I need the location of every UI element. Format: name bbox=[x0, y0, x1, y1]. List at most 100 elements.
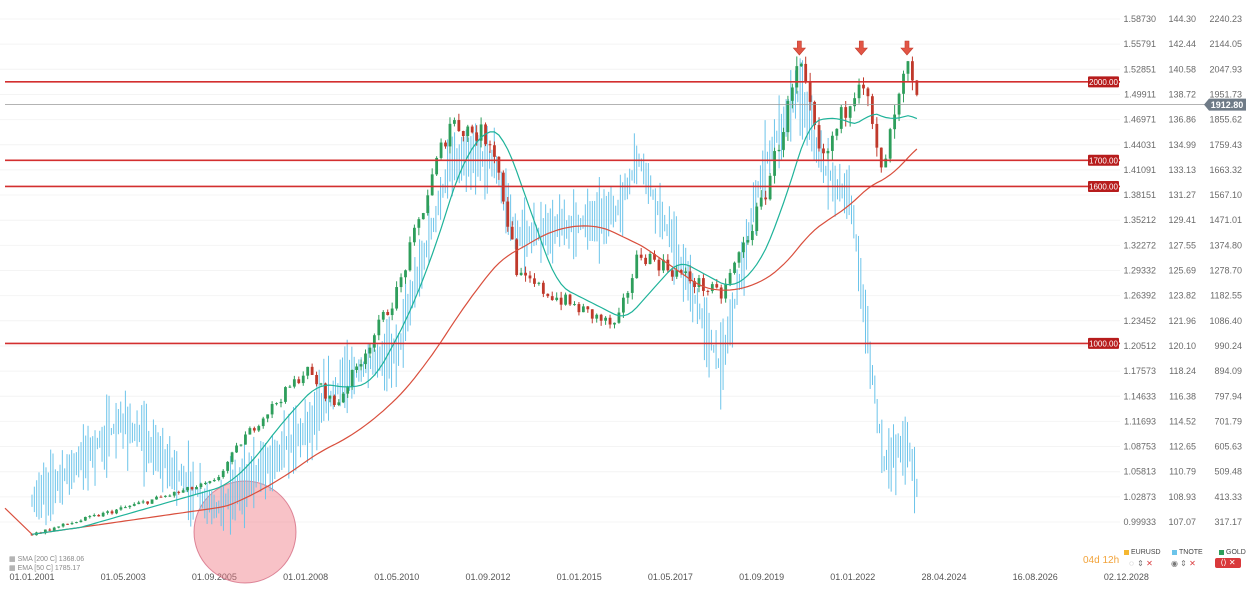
eurusd-remove-icon[interactable]: ✕ bbox=[1146, 559, 1153, 568]
gold-candle-body bbox=[888, 129, 892, 159]
gold-candle-body bbox=[146, 501, 150, 504]
gold-candle-body bbox=[608, 317, 612, 325]
gold-axis-tick: 1567.10 bbox=[1209, 190, 1242, 200]
gold-candle-body bbox=[150, 499, 154, 504]
gold-candle-body bbox=[613, 322, 616, 325]
gold-candle-body bbox=[390, 308, 394, 316]
gold-candle-body bbox=[879, 147, 883, 168]
gold-candle-body bbox=[132, 504, 136, 506]
gold-candle-body bbox=[493, 145, 496, 157]
gold-candle-body bbox=[568, 294, 572, 305]
tnote-axis-tick: 142.44 bbox=[1168, 39, 1196, 49]
sma-legend-icon: ▦ bbox=[9, 556, 18, 563]
gold-candle-body bbox=[70, 523, 74, 525]
gold-candle-body bbox=[270, 404, 274, 415]
gold-candle-body bbox=[190, 487, 194, 490]
gold-candle-body bbox=[292, 379, 296, 387]
eurusd-axis-tick: 1.26392 bbox=[1123, 291, 1156, 301]
gold-candle-body bbox=[759, 197, 763, 207]
tnote-axis-tick: 127.55 bbox=[1168, 240, 1196, 250]
gold-candle-body bbox=[328, 395, 332, 399]
eurusd-visibility-icon[interactable]: ◌ bbox=[1129, 559, 1134, 568]
gold-candle-body bbox=[221, 470, 225, 478]
tnote-axis-tick: 118.24 bbox=[1169, 366, 1196, 376]
gold-candle-body bbox=[128, 505, 132, 508]
x-axis-tick: 01.05.2017 bbox=[648, 572, 693, 582]
gold-candle-body bbox=[426, 195, 430, 214]
sma-line bbox=[4, 148, 918, 535]
level-tag bbox=[1088, 337, 1119, 349]
gold-candle-body bbox=[457, 120, 461, 132]
gold-candle-body bbox=[510, 226, 514, 240]
gold-candle-body bbox=[466, 126, 470, 137]
gold-candle-body bbox=[870, 96, 874, 124]
gold-candle-body bbox=[310, 366, 314, 375]
gold-remove-button[interactable]: ⟨⟩ ✕ bbox=[1215, 558, 1241, 568]
gold-candle-body bbox=[524, 272, 527, 276]
gold-axis-tick: 990.24 bbox=[1214, 341, 1242, 351]
gold-candle-body bbox=[372, 335, 376, 348]
x-axis-tick: 01.09.2019 bbox=[739, 572, 784, 582]
gold-close-icon: ⟨⟩ ✕ bbox=[1220, 558, 1236, 567]
gold-candle-body bbox=[359, 364, 363, 367]
gold-candle-body bbox=[461, 131, 465, 137]
gold-series bbox=[30, 56, 919, 536]
gold-candle-body bbox=[693, 281, 696, 288]
eurusd-reorder-icon[interactable]: ⇕ bbox=[1137, 559, 1144, 568]
gold-candle-body bbox=[626, 292, 630, 298]
gold-candle-body bbox=[404, 270, 407, 278]
gold-candle-body bbox=[839, 107, 843, 129]
legend-gold[interactable]: GOLD bbox=[1219, 549, 1246, 556]
ema-line bbox=[31, 113, 918, 535]
gold-candle-body bbox=[786, 100, 790, 133]
gold-candle-body bbox=[790, 87, 794, 101]
tnote-axis-tick: 138.72 bbox=[1168, 89, 1196, 99]
gold-candle-body bbox=[853, 98, 857, 107]
tnote-color-swatch bbox=[1172, 549, 1177, 555]
gold-axis-tick: 1471.01 bbox=[1209, 215, 1242, 225]
tnote-remove-icon[interactable]: ✕ bbox=[1189, 559, 1196, 568]
gold-candle-body bbox=[177, 491, 181, 493]
gold-candle-body bbox=[324, 383, 327, 399]
gold-candle-body bbox=[212, 479, 216, 482]
gold-candle-body bbox=[230, 452, 234, 462]
eurusd-axis-tick: 1.20512 bbox=[1123, 341, 1156, 351]
gold-candle-body bbox=[61, 523, 65, 527]
gold-candle-body bbox=[337, 402, 341, 405]
ema-legend-icon: ▦ bbox=[9, 565, 18, 572]
gold-candle-body bbox=[57, 526, 61, 528]
gold-candle-body bbox=[252, 428, 256, 431]
eurusd-axis-tick: 1.23452 bbox=[1123, 316, 1156, 326]
gold-candle-body bbox=[257, 426, 261, 431]
x-axis-tick: 02.12.2028 bbox=[1104, 572, 1149, 582]
legend-tnote[interactable]: TNOTE bbox=[1172, 549, 1203, 556]
level-tag bbox=[1088, 180, 1119, 192]
gold-candle-body bbox=[902, 73, 905, 94]
gold-axis-tick: 2144.05 bbox=[1209, 39, 1242, 49]
gold-candle-body bbox=[66, 523, 69, 525]
gold-candle-body bbox=[266, 414, 270, 419]
gold-axis-tick: 2047.93 bbox=[1209, 64, 1242, 74]
tnote-axis-tick: 110.79 bbox=[1169, 467, 1196, 477]
gold-candle-body bbox=[92, 515, 96, 517]
tnote-axis-tick: 114.52 bbox=[1169, 416, 1196, 426]
gold-candle-body bbox=[97, 515, 101, 517]
legend-eurusd[interactable]: EURUSD bbox=[1124, 549, 1161, 556]
gold-candle-body bbox=[364, 353, 367, 365]
x-axis-tick: 28.04.2024 bbox=[921, 572, 966, 582]
eurusd-axis-tick: 1.41091 bbox=[1123, 165, 1156, 175]
gold-candle-body bbox=[168, 495, 172, 497]
gold-candle-body bbox=[675, 270, 679, 277]
gold-candle-body bbox=[550, 296, 554, 300]
tnote-visibility-icon[interactable]: ◉ bbox=[1171, 559, 1178, 568]
eurusd-axis-tick: 1.11693 bbox=[1124, 416, 1156, 426]
tnote-reorder-icon[interactable]: ⇕ bbox=[1180, 559, 1187, 568]
gold-candle-body bbox=[688, 271, 692, 282]
gold-candle-body bbox=[750, 231, 754, 241]
gold-candle-body bbox=[666, 259, 670, 271]
ema-legend: ▦ EMA [50 C] 1785.17 bbox=[9, 564, 80, 572]
x-axis-tick: 16.08.2026 bbox=[1013, 572, 1058, 582]
gold-candle-body bbox=[768, 175, 772, 200]
